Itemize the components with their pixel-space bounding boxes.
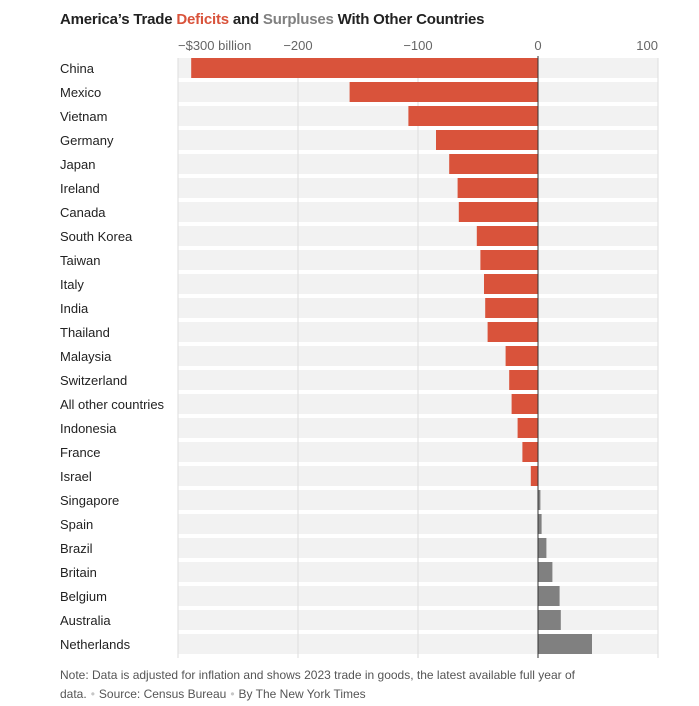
bar xyxy=(480,250,538,270)
bar xyxy=(538,586,560,606)
category-label: Spain xyxy=(60,517,93,532)
category-label: India xyxy=(60,301,89,316)
bar xyxy=(511,394,538,414)
bar xyxy=(538,490,541,510)
bar xyxy=(458,202,538,222)
category-label: Singapore xyxy=(60,493,119,508)
bar xyxy=(449,154,538,174)
category-label: Indonesia xyxy=(60,421,117,436)
bar xyxy=(484,274,538,294)
bar xyxy=(485,298,538,318)
bar xyxy=(538,610,561,630)
bar xyxy=(349,82,538,102)
bar xyxy=(509,370,538,390)
category-label: Canada xyxy=(60,205,106,220)
category-label: Japan xyxy=(60,157,95,172)
title-text-2: and xyxy=(228,11,263,28)
bar xyxy=(457,178,538,198)
bar xyxy=(538,634,592,654)
category-label: China xyxy=(60,61,95,76)
note-separator-1: • xyxy=(90,687,95,701)
category-label: Brazil xyxy=(60,541,93,556)
bar-chart: −$300 billion −200 −100 0 100 China Mexico Viet… xyxy=(60,38,659,658)
category-label: Malaysia xyxy=(60,349,112,364)
bar xyxy=(530,466,538,486)
category-label: Netherlands xyxy=(60,637,131,652)
x-tick-label: 0 xyxy=(534,38,541,53)
bar xyxy=(408,106,538,126)
source-text: Source: Census Bureau xyxy=(98,687,227,701)
x-tick-label: −200 xyxy=(283,38,312,53)
chart-note: Note: Data is adjusted for inflation and… xyxy=(60,666,650,704)
category-label: Britain xyxy=(60,565,97,580)
category-label: Mexico xyxy=(60,85,101,100)
bar xyxy=(522,442,538,462)
note-separator-2: • xyxy=(230,687,235,701)
title-deficits-word: Deficits xyxy=(176,11,229,28)
x-tick-label: 100 xyxy=(636,38,658,53)
bar xyxy=(538,514,542,534)
bar xyxy=(487,322,538,342)
category-label: South Korea xyxy=(60,229,133,244)
category-label: Taiwan xyxy=(60,253,100,268)
category-label: Italy xyxy=(60,277,84,292)
title-text-3: With Other Countries xyxy=(333,11,485,28)
bar xyxy=(538,538,547,558)
category-label: Switzerland xyxy=(60,373,127,388)
category-label: Thailand xyxy=(60,325,110,340)
category-label: Germany xyxy=(60,133,114,148)
chart-title: America’s Trade Deficits and Surpluses W… xyxy=(60,11,485,28)
bar xyxy=(436,130,538,150)
credit-text: By The New York Times xyxy=(238,687,366,701)
category-label: All other countries xyxy=(60,397,165,412)
category-label: Australia xyxy=(60,613,111,628)
bar xyxy=(505,346,538,366)
x-tick-label: −$300 billion xyxy=(178,38,251,53)
category-label: France xyxy=(60,445,100,460)
category-label: Ireland xyxy=(60,181,100,196)
bar xyxy=(191,58,538,78)
note-text: Note: Data is adjusted for inflation and… xyxy=(60,668,575,701)
bar xyxy=(538,562,553,582)
category-label: Belgium xyxy=(60,589,107,604)
title-surpluses-word: Surpluses xyxy=(262,11,334,28)
bar xyxy=(476,226,538,246)
category-label: Israel xyxy=(60,469,92,484)
category-label: Vietnam xyxy=(60,109,107,124)
title-text-1: America’s Trade xyxy=(60,11,177,28)
x-tick-label: −100 xyxy=(403,38,432,53)
bar xyxy=(517,418,538,438)
